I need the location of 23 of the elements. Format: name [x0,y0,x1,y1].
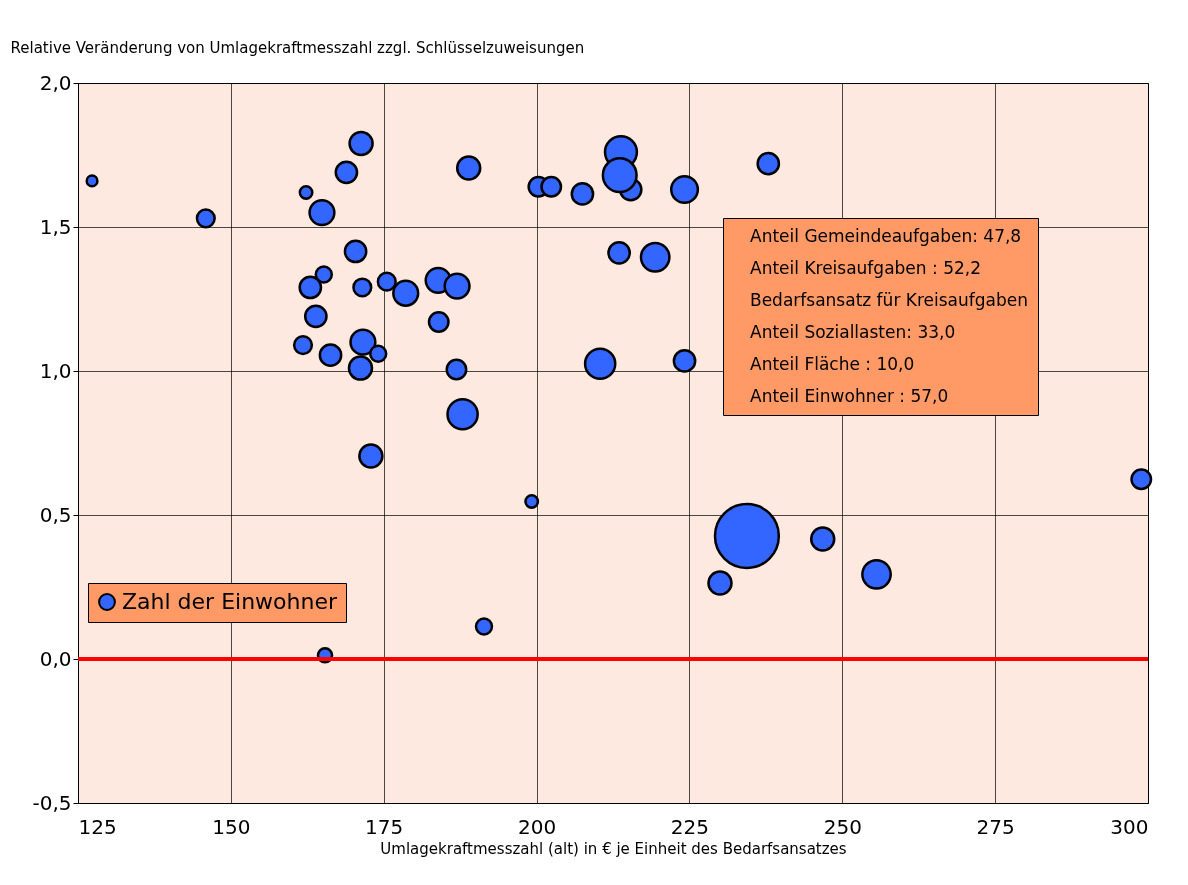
annotation: Anteil Soziallasten: 33,0 [750,321,956,342]
x-tick-label: 225 [670,814,710,839]
y-tick-label: 1,0 [39,358,72,383]
annotation: Anteil Gemeindeaufgaben: 47,8 [750,225,1022,246]
annotation: Anteil Kreisaufgaben : 52,2 [750,257,981,278]
x-tick-label: 275 [976,814,1015,839]
x-tick-label: 300 [1110,814,1149,839]
y-tick-label: 1,5 [39,214,72,239]
x-tick-label: 250 [823,814,862,839]
y-axis-title: Relative Veränderung von Umlagekraftmesszahl zzgl. Schlüsselzuweisungen [10,38,585,57]
y-tick-label: 0,0 [39,646,72,671]
x-tick-label: 125 [78,814,117,839]
y-tick-label: 2,0 [39,70,72,95]
x-axis-title: Umlagekraftmesszahl (alt) in € je Einheit des Bedarfsansatzes [380,839,847,858]
annotation: Anteil Fläche : 10,0 [750,353,915,374]
annotation: Anteil Einwohner : 57,0 [750,385,949,406]
x-tick-label: 175 [365,814,404,839]
legend-label: Zahl der Einwohner [122,589,338,614]
annotation: Bedarfsansatz für Kreisaufgaben [750,289,1028,310]
y-tick-label: 0,5 [39,502,72,527]
x-tick-label: 200 [517,814,557,839]
y-tick-label: -0,5 [32,790,72,815]
x-tick-label: 150 [212,814,251,839]
